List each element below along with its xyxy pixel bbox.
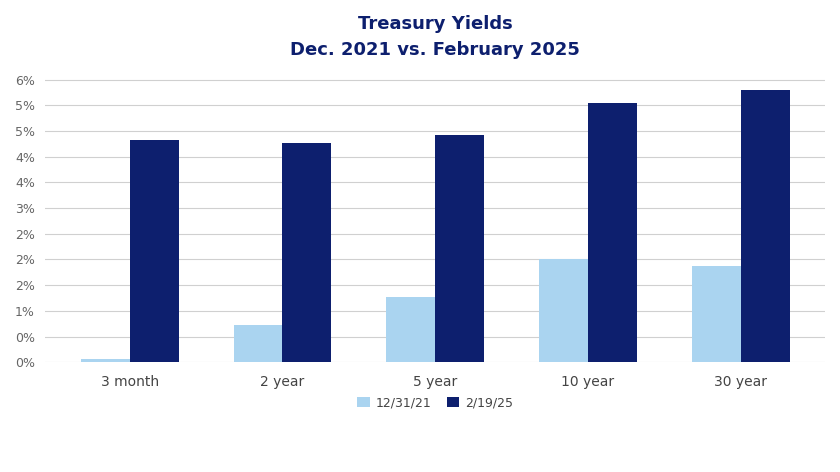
Bar — [539, 259, 588, 362]
Bar — [588, 103, 637, 362]
Bar — [129, 140, 179, 362]
Legend: 12/31/21, 2/19/25: 12/31/21, 2/19/25 — [352, 392, 518, 414]
Bar — [386, 297, 435, 362]
Bar — [692, 266, 741, 362]
Bar — [741, 90, 790, 362]
Title: Treasury Yields
Dec. 2021 vs. February 2025: Treasury Yields Dec. 2021 vs. February 2… — [291, 15, 580, 59]
Bar — [81, 359, 129, 362]
Bar — [435, 135, 484, 362]
Bar — [282, 143, 331, 362]
Bar — [234, 325, 282, 362]
